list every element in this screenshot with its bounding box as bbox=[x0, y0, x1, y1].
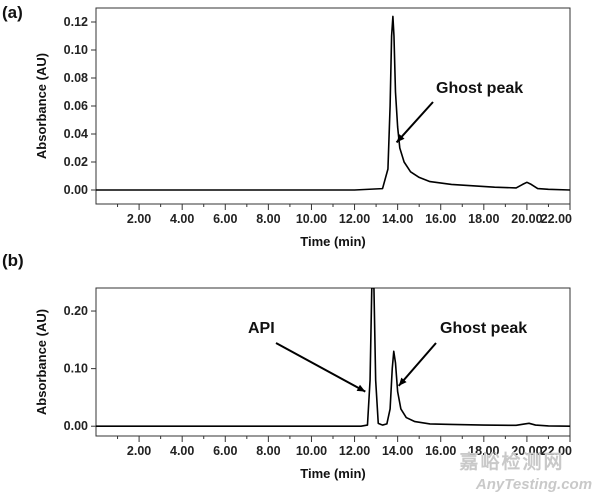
x-tick-label: 12.00 bbox=[339, 444, 370, 458]
y-tick-label: 0.12 bbox=[64, 15, 88, 29]
x-tick-label: 20.00 bbox=[511, 444, 542, 458]
annotation-arrow bbox=[395, 101, 434, 144]
annotation-arrow bbox=[397, 342, 437, 387]
panel-b: (b) 0.00 0.10 0.20 2.00 4.00 6.00 8.00 10.00 12.0… bbox=[2, 251, 572, 481]
chromatogram-trace bbox=[96, 288, 570, 428]
panel-label: (a) bbox=[2, 3, 23, 22]
x-tick-label: 16.00 bbox=[425, 212, 456, 226]
x-tick-label: 12.00 bbox=[339, 212, 370, 226]
plot-frame bbox=[95, 7, 571, 205]
y-tick-label: 0.10 bbox=[64, 43, 88, 57]
x-tick-label: 18.00 bbox=[468, 212, 499, 226]
annotation-arrowhead bbox=[398, 377, 407, 386]
x-tick-label: 16.00 bbox=[425, 444, 456, 458]
annotation-label: Ghost peak bbox=[440, 320, 527, 337]
y-tick-label: 0.08 bbox=[64, 71, 88, 85]
x-tick-label: 18.00 bbox=[468, 444, 499, 458]
y-axis-title: Absorbance (AU) bbox=[34, 309, 49, 415]
y-tick-label: 0.10 bbox=[64, 362, 88, 376]
x-tick-label: 2.00 bbox=[127, 444, 151, 458]
x-tick-label: 10.00 bbox=[296, 212, 327, 226]
x-tick-label: 4.00 bbox=[170, 212, 194, 226]
annotation-label: Ghost peak bbox=[436, 80, 523, 97]
y-tick-label: 0.04 bbox=[64, 127, 88, 141]
annotation-label: API bbox=[248, 320, 275, 337]
x-tick-label: 22.00 bbox=[541, 444, 572, 458]
x-tick-label: 6.00 bbox=[213, 212, 237, 226]
chromatogram-trace bbox=[96, 15, 570, 191]
x-tick-label: 14.00 bbox=[382, 212, 413, 226]
y-axis-title: Absorbance (AU) bbox=[34, 53, 49, 159]
x-axis-title: Time (min) bbox=[300, 234, 366, 249]
panel-label: (b) bbox=[2, 251, 24, 270]
plot-frame bbox=[95, 287, 571, 437]
watermark-english: AnyTesting.com bbox=[475, 476, 592, 493]
annotation-arrow bbox=[275, 342, 366, 393]
x-tick-label: 6.00 bbox=[213, 444, 237, 458]
x-tick-label: 8.00 bbox=[256, 212, 280, 226]
panel-a: (a) 0.00 0.02 0.04 0.06 0.08 0.10 0.12 2.00 4.00 6… bbox=[2, 3, 572, 249]
x-tick-label: 14.00 bbox=[382, 444, 413, 458]
watermark: 嘉峪检测网 AnyTesting.com bbox=[458, 450, 592, 493]
y-tick-label: 0.02 bbox=[64, 155, 88, 169]
x-tick-label: 4.00 bbox=[170, 444, 194, 458]
y-tick-label: 0.06 bbox=[64, 99, 88, 113]
x-tick-label: 20.00 bbox=[511, 212, 542, 226]
x-tick-label: 10.00 bbox=[296, 444, 327, 458]
y-tick-label: 0.00 bbox=[64, 183, 88, 197]
x-tick-label: 2.00 bbox=[127, 212, 151, 226]
y-tick-label: 0.00 bbox=[64, 419, 88, 433]
x-axis-title: Time (min) bbox=[300, 466, 366, 481]
x-tick-label: 22.00 bbox=[541, 212, 572, 226]
annotation-arrowhead bbox=[356, 384, 366, 392]
y-tick-label: 0.20 bbox=[64, 304, 88, 318]
watermark-chinese: 嘉峪检测网 bbox=[458, 450, 564, 473]
x-tick-label: 8.00 bbox=[256, 444, 280, 458]
annotation-arrowhead bbox=[396, 134, 405, 143]
